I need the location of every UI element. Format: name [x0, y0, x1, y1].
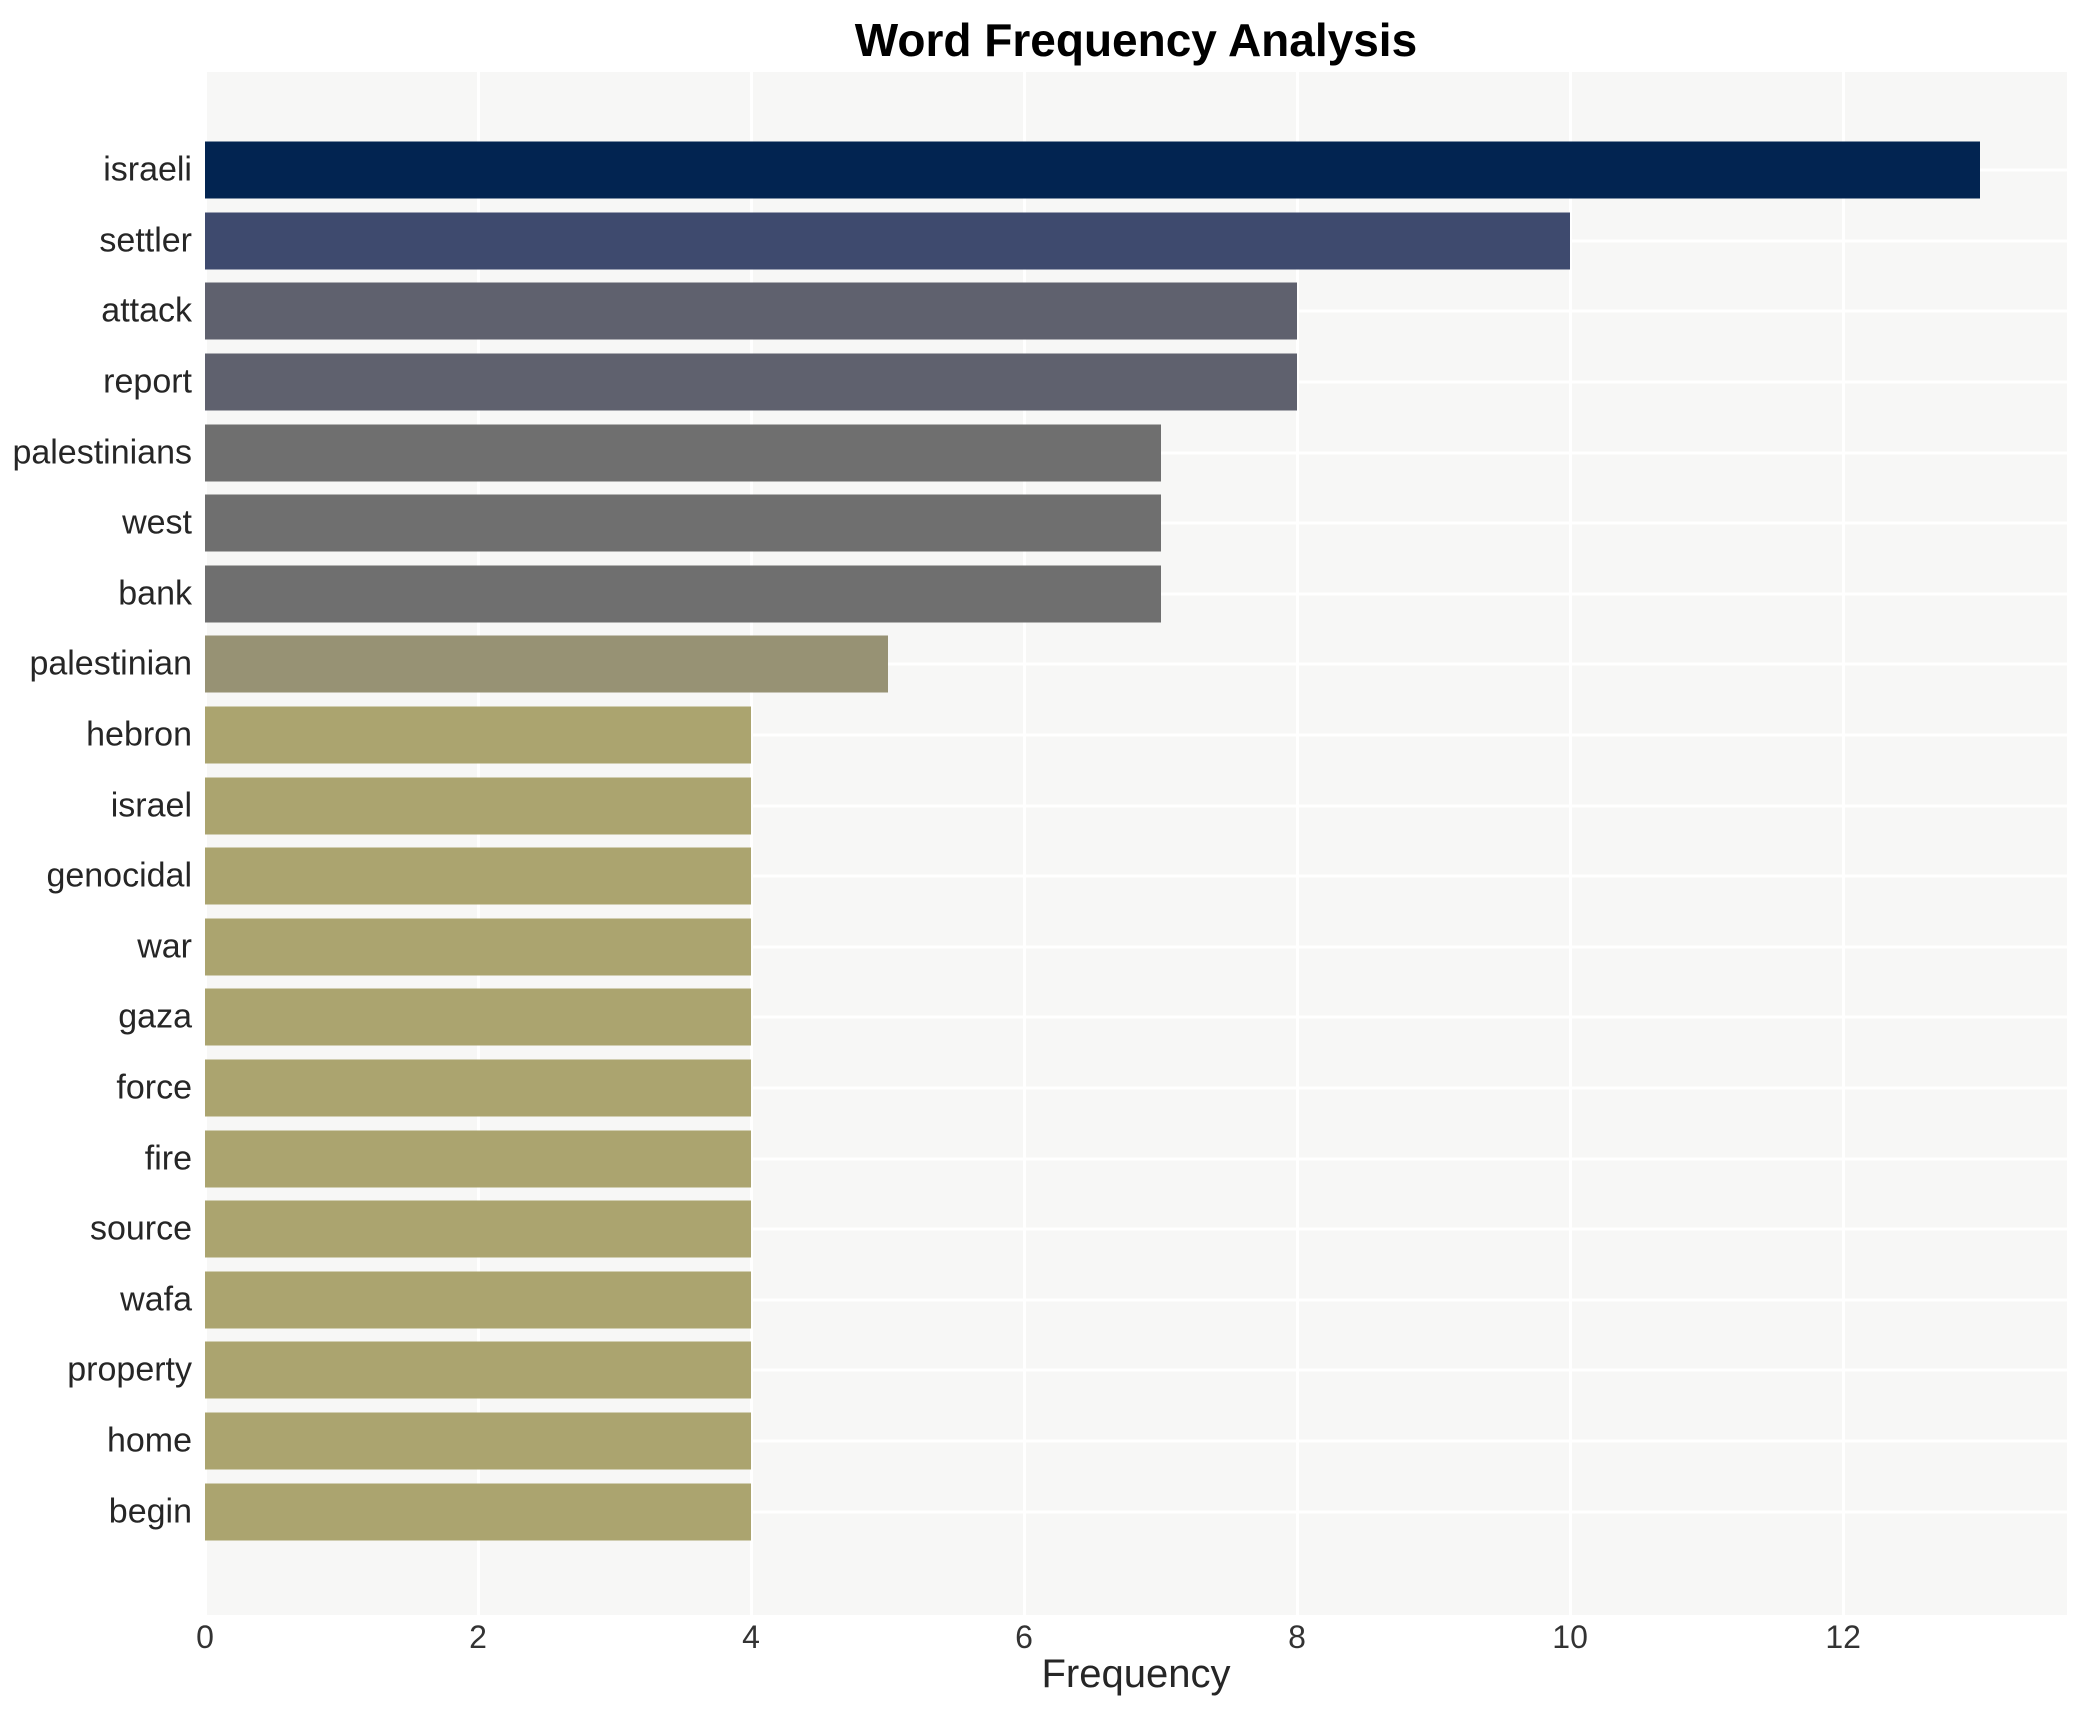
bar-label: property	[67, 1350, 192, 1389]
bar-row: west	[122, 488, 2067, 559]
bar-rect	[205, 424, 1161, 482]
x-axis-ticks: 0 2 4 6 8 10 12	[196, 1619, 2067, 1661]
bar-rect	[205, 212, 1571, 270]
bar-rect	[205, 847, 752, 905]
bar-label: source	[89, 1209, 192, 1248]
bar-label: home	[106, 1421, 192, 1460]
bar-rect	[205, 1059, 752, 1117]
bar-rect	[205, 918, 752, 976]
grid-line-horizontal	[205, 804, 2067, 808]
bar-rect	[205, 777, 752, 835]
bar-label: war	[137, 927, 192, 966]
bar-row: genocidal	[46, 841, 2067, 912]
bar-rect	[205, 706, 752, 764]
plot-area: israeli settler attack report palestinians we…	[12, 72, 2067, 1615]
x-tick-label: 8	[1288, 1619, 1306, 1655]
grid-line-horizontal	[205, 1157, 2067, 1161]
grid-line-horizontal	[205, 1298, 2067, 1302]
bar-row: israel	[111, 770, 2067, 841]
bar-rect	[205, 1341, 752, 1399]
bar-row: palestinian	[29, 629, 2067, 700]
x-tick-label: 10	[1552, 1619, 1588, 1655]
bar-row: attack	[101, 276, 2067, 347]
grid-line-vertical	[203, 72, 207, 1615]
bar-label: palestinians	[12, 433, 192, 472]
bar-row: palestinians	[12, 417, 2067, 488]
bar-row: settler	[99, 206, 2067, 277]
grid-line-vertical	[1295, 72, 1299, 1615]
bar-row: home	[107, 1406, 2067, 1477]
bar-row: israeli	[103, 135, 2067, 206]
bar-rect	[205, 565, 1161, 623]
bar-rect	[205, 1200, 752, 1258]
bar-row: hebron	[86, 700, 2067, 771]
bar-row: wafa	[120, 1265, 2067, 1336]
x-tick-label: 12	[1825, 1619, 1861, 1655]
bar-row: report	[103, 347, 2067, 418]
bar-row: source	[90, 1194, 2067, 1265]
bar-row: property	[67, 1335, 2067, 1406]
grid-line-horizontal	[205, 874, 2067, 878]
grid-line-horizontal	[205, 1368, 2067, 1372]
bar-rect	[205, 1483, 752, 1541]
bar-label: attack	[101, 291, 192, 330]
bar-label: palestinian	[29, 644, 192, 683]
bar-label: force	[116, 1068, 192, 1107]
bar-label: gaza	[118, 997, 192, 1036]
bar-label: west	[122, 503, 192, 542]
bar-label: settler	[99, 221, 192, 260]
bar-rect	[205, 494, 1161, 552]
grid-line-vertical	[1568, 72, 1572, 1615]
chart-title: Word Frequency Analysis	[854, 14, 1418, 66]
bar-label: begin	[108, 1492, 192, 1531]
x-tick-label: 4	[742, 1619, 760, 1655]
grid-line-horizontal	[205, 1227, 2067, 1231]
x-tick-label: 6	[1015, 1619, 1033, 1655]
bar-label: report	[103, 362, 192, 401]
bar-row: begin	[109, 1476, 2067, 1547]
bars-container: israeli settler attack report palestinians we…	[12, 135, 2067, 1547]
bar-row: gaza	[118, 982, 2067, 1053]
grid-line-vertical	[476, 72, 480, 1615]
grid-line-vertical	[1022, 72, 1026, 1615]
bar-label: wafa	[120, 1280, 192, 1319]
bar-label: genocidal	[46, 856, 192, 895]
x-tick-label: 2	[469, 1619, 487, 1655]
x-axis-title: Frequency	[1041, 1652, 1231, 1696]
bar-rect	[205, 988, 752, 1046]
grid-line-horizontal	[205, 1510, 2067, 1514]
grid-line-vertical	[1841, 72, 1845, 1615]
bar-label: hebron	[86, 715, 192, 754]
grid-line-horizontal	[205, 945, 2067, 949]
bar-row: fire	[145, 1123, 2067, 1194]
bar-label: israeli	[103, 150, 192, 189]
bar-rect	[205, 1271, 752, 1329]
bar-rect	[205, 282, 1298, 340]
grid-line-horizontal	[205, 733, 2067, 737]
bar-label: fire	[144, 1139, 192, 1178]
bar-row: bank	[118, 559, 2067, 630]
grid-line-vertical	[749, 72, 753, 1615]
bar-rect	[205, 141, 1980, 199]
bar-label: israel	[110, 786, 192, 825]
bar-label: bank	[118, 574, 192, 613]
bar-rect	[205, 1412, 752, 1470]
bar-rect	[205, 353, 1298, 411]
x-tick-label: 0	[196, 1619, 214, 1655]
bar-row: war	[137, 912, 2067, 983]
bar-rect	[205, 1130, 752, 1188]
grid-line-horizontal	[205, 662, 2067, 666]
bar-rect	[205, 635, 888, 693]
bar-row: force	[116, 1053, 2067, 1124]
grid-line-horizontal	[205, 1015, 2067, 1019]
grid-line-horizontal	[205, 1086, 2067, 1090]
grid-line-horizontal	[205, 1439, 2067, 1443]
